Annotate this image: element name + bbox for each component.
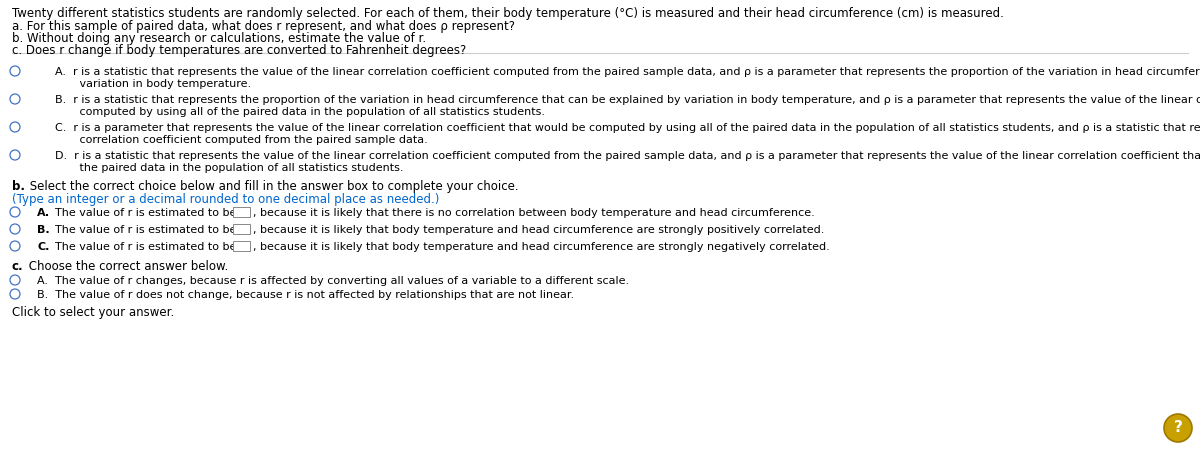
- Text: A.: A.: [37, 208, 50, 218]
- Text: , because it is likely that body temperature and head circumference are strongly: , because it is likely that body tempera…: [253, 242, 829, 252]
- Text: , because it is likely that there is no correlation between body temperature and: , because it is likely that there is no …: [253, 208, 815, 218]
- Text: variation in body temperature.: variation in body temperature.: [55, 79, 251, 89]
- Circle shape: [1164, 414, 1192, 442]
- Text: D.  r is a statistic that represents the value of the linear correlation coeffic: D. r is a statistic that represents the …: [55, 151, 1200, 161]
- Text: Click to select your answer.: Click to select your answer.: [12, 306, 174, 319]
- Text: B.: B.: [37, 225, 49, 235]
- Text: (Type an integer or a decimal rounded to one decimal place as needed.): (Type an integer or a decimal rounded to…: [12, 193, 439, 206]
- Text: A.  r is a statistic that represents the value of the linear correlation coeffic: A. r is a statistic that represents the …: [55, 67, 1200, 77]
- Text: C.: C.: [37, 242, 49, 252]
- FancyBboxPatch shape: [233, 224, 250, 234]
- Text: b.: b.: [12, 180, 25, 193]
- Text: Choose the correct answer below.: Choose the correct answer below.: [25, 260, 228, 273]
- Text: computed by using all of the paired data in the population of all statistics stu: computed by using all of the paired data…: [55, 107, 545, 117]
- Text: The value of r is estimated to be: The value of r is estimated to be: [55, 242, 240, 252]
- Text: B.  The value of r does not change, because r is not affected by relationships t: B. The value of r does not change, becau…: [37, 290, 574, 300]
- Text: The value of r is estimated to be: The value of r is estimated to be: [55, 225, 240, 235]
- Text: correlation coefficient computed from the paired sample data.: correlation coefficient computed from th…: [55, 135, 427, 145]
- Text: b. Without doing any research or calculations, estimate the value of r.: b. Without doing any research or calcula…: [12, 32, 426, 45]
- Text: the paired data in the population of all statistics students.: the paired data in the population of all…: [55, 163, 403, 173]
- Text: Select the correct choice below and fill in the answer box to complete your choi: Select the correct choice below and fill…: [26, 180, 518, 193]
- Text: B.  r is a statistic that represents the proportion of the variation in head cir: B. r is a statistic that represents the …: [55, 95, 1200, 105]
- Text: A.  The value of r changes, because r is affected by converting all values of a : A. The value of r changes, because r is …: [37, 276, 629, 286]
- FancyBboxPatch shape: [233, 240, 250, 251]
- Text: c. Does r change if body temperatures are converted to Fahrenheit degrees?: c. Does r change if body temperatures ar…: [12, 44, 467, 57]
- Text: c.: c.: [12, 260, 24, 273]
- FancyBboxPatch shape: [233, 207, 250, 216]
- Text: The value of r is estimated to be: The value of r is estimated to be: [55, 208, 240, 218]
- Text: , because it is likely that body temperature and head circumference are strongly: , because it is likely that body tempera…: [253, 225, 824, 235]
- Text: Twenty different statistics students are randomly selected. For each of them, th: Twenty different statistics students are…: [12, 7, 1004, 20]
- Text: C.  r is a parameter that represents the value of the linear correlation coeffic: C. r is a parameter that represents the …: [55, 123, 1200, 133]
- Text: ?: ?: [1174, 420, 1182, 436]
- Text: a. For this sample of paired data, what does r represent, and what does ρ repres: a. For this sample of paired data, what …: [12, 20, 515, 33]
